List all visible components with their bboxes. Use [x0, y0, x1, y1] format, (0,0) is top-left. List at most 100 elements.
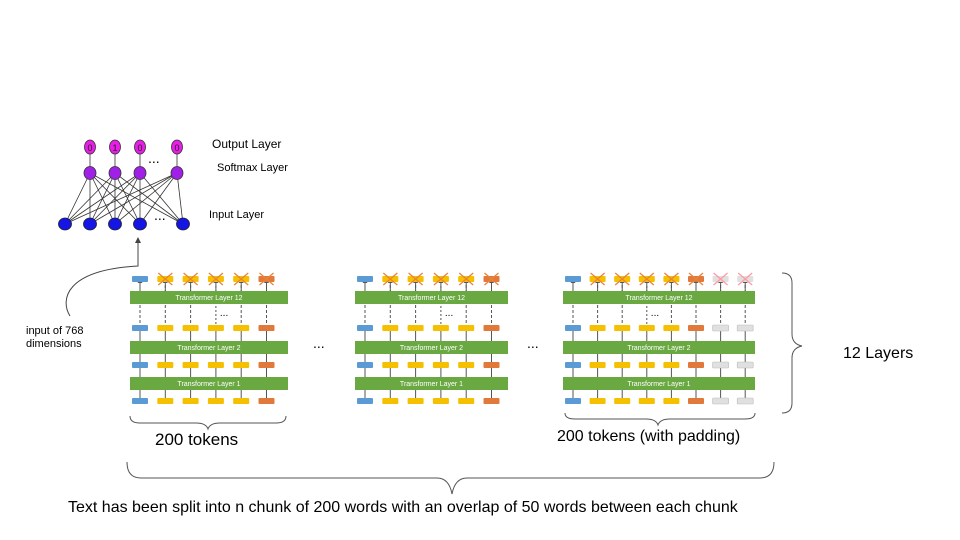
token-embedding	[565, 362, 581, 368]
token-embedding	[712, 397, 729, 405]
token-embedding	[736, 324, 754, 332]
input-ellipsis: ...	[154, 207, 166, 223]
token-embedding	[663, 398, 680, 404]
token-embedding	[357, 362, 373, 368]
layers-count-label: 12 Layers	[843, 345, 914, 362]
transformer-layer	[130, 377, 288, 390]
token-embedding	[258, 325, 275, 331]
input-node	[133, 217, 147, 231]
token-embedding	[688, 398, 704, 404]
connection-line	[89, 172, 184, 225]
output-node	[109, 139, 121, 155]
token-embedding	[407, 325, 424, 331]
token-embedding	[182, 325, 199, 331]
discard-cross	[484, 272, 499, 286]
transformer-layer	[130, 341, 288, 354]
input-node	[108, 217, 122, 231]
token-embedding	[432, 362, 449, 368]
output-node	[84, 139, 96, 155]
token-embedding	[407, 398, 424, 404]
transformer-layer-label: Transformer Layer 12	[175, 295, 242, 302]
transformer-layer-label: Transformer Layer 12	[625, 295, 692, 302]
discard-cross	[688, 272, 704, 286]
token-embedding	[688, 362, 704, 368]
softmax-node	[133, 166, 147, 180]
output-ellipsis: ...	[148, 150, 160, 166]
token-embedding	[458, 362, 475, 368]
chunk-3: Transformer Layer 12 Transformer Layer 2 T…	[563, 272, 755, 405]
transformer-layer-label: Transformer Layer 1	[177, 381, 240, 388]
output-node	[171, 139, 183, 155]
token-embedding	[382, 398, 399, 404]
token-embedding	[233, 325, 250, 331]
token-embedding	[712, 361, 729, 369]
discard-cross	[458, 272, 474, 286]
output-value: 0	[174, 143, 179, 153]
token-embedding	[258, 362, 275, 368]
token-embedding	[132, 325, 148, 331]
discard-cross	[433, 272, 449, 286]
token-embedding	[565, 398, 581, 404]
token-embedding	[614, 398, 631, 404]
token-embedding	[638, 362, 655, 368]
connection-line	[114, 172, 141, 225]
connection-line	[139, 172, 184, 225]
token-embedding	[157, 325, 174, 331]
token-embedding	[688, 325, 704, 331]
token-embedding	[736, 361, 754, 369]
connection-line	[89, 172, 178, 225]
token-embedding	[458, 325, 475, 331]
brace-tokens-left	[129, 415, 287, 431]
connection-line	[64, 172, 91, 225]
discard-cross	[663, 272, 679, 286]
token-embedding	[483, 398, 500, 404]
softmax-layer-label: Softmax Layer	[217, 162, 288, 174]
token-embedding	[663, 325, 680, 331]
connection-line	[89, 172, 141, 225]
connection-line	[176, 172, 184, 225]
transformer-layer	[563, 341, 755, 354]
brace-tokens-right	[564, 412, 756, 427]
transformer-layer-label: Transformer Layer 2	[627, 345, 690, 352]
connection-line	[64, 172, 178, 225]
token-embedding	[132, 398, 148, 404]
input-node	[176, 217, 190, 231]
brace-layers	[781, 272, 803, 414]
token-embedding	[207, 325, 224, 331]
token-embedding	[132, 362, 148, 368]
token-embedding	[182, 398, 199, 404]
discard-cross	[614, 272, 630, 286]
output-embedding	[565, 276, 581, 282]
output-value: 0	[87, 143, 92, 153]
discard-cross	[382, 272, 398, 286]
token-embedding	[638, 325, 655, 331]
token-embedding	[614, 362, 631, 368]
token-embedding	[614, 325, 631, 331]
token-embedding	[432, 398, 449, 404]
chunk-2: Transformer Layer 12 Transformer Layer 2 T…	[355, 272, 508, 404]
token-embedding	[589, 362, 606, 368]
token-embedding	[483, 325, 500, 331]
token-embedding	[157, 362, 174, 368]
layer-ellipsis: ...	[220, 308, 228, 319]
token-embedding	[458, 398, 475, 404]
token-embedding	[589, 325, 606, 331]
output-value: 1	[112, 143, 117, 153]
chunk-ellipsis-2: ...	[527, 335, 539, 351]
transformer-layer	[355, 341, 508, 354]
transformer-layer-label: Transformer Layer 2	[400, 345, 463, 352]
output-value: 0	[137, 143, 142, 153]
token-embedding	[407, 362, 424, 368]
softmax-node	[170, 166, 184, 180]
input-layer-label: Input Layer	[209, 209, 265, 221]
token-embedding	[382, 325, 399, 331]
token-embedding	[483, 362, 500, 368]
discard-cross	[408, 272, 424, 286]
brace-all-chunks	[126, 461, 775, 495]
token-embedding	[432, 325, 449, 331]
output-node	[134, 139, 146, 155]
discard-cross	[208, 272, 224, 286]
token-embedding	[663, 362, 680, 368]
transformer-layer-label: Transformer Layer 12	[398, 295, 465, 302]
